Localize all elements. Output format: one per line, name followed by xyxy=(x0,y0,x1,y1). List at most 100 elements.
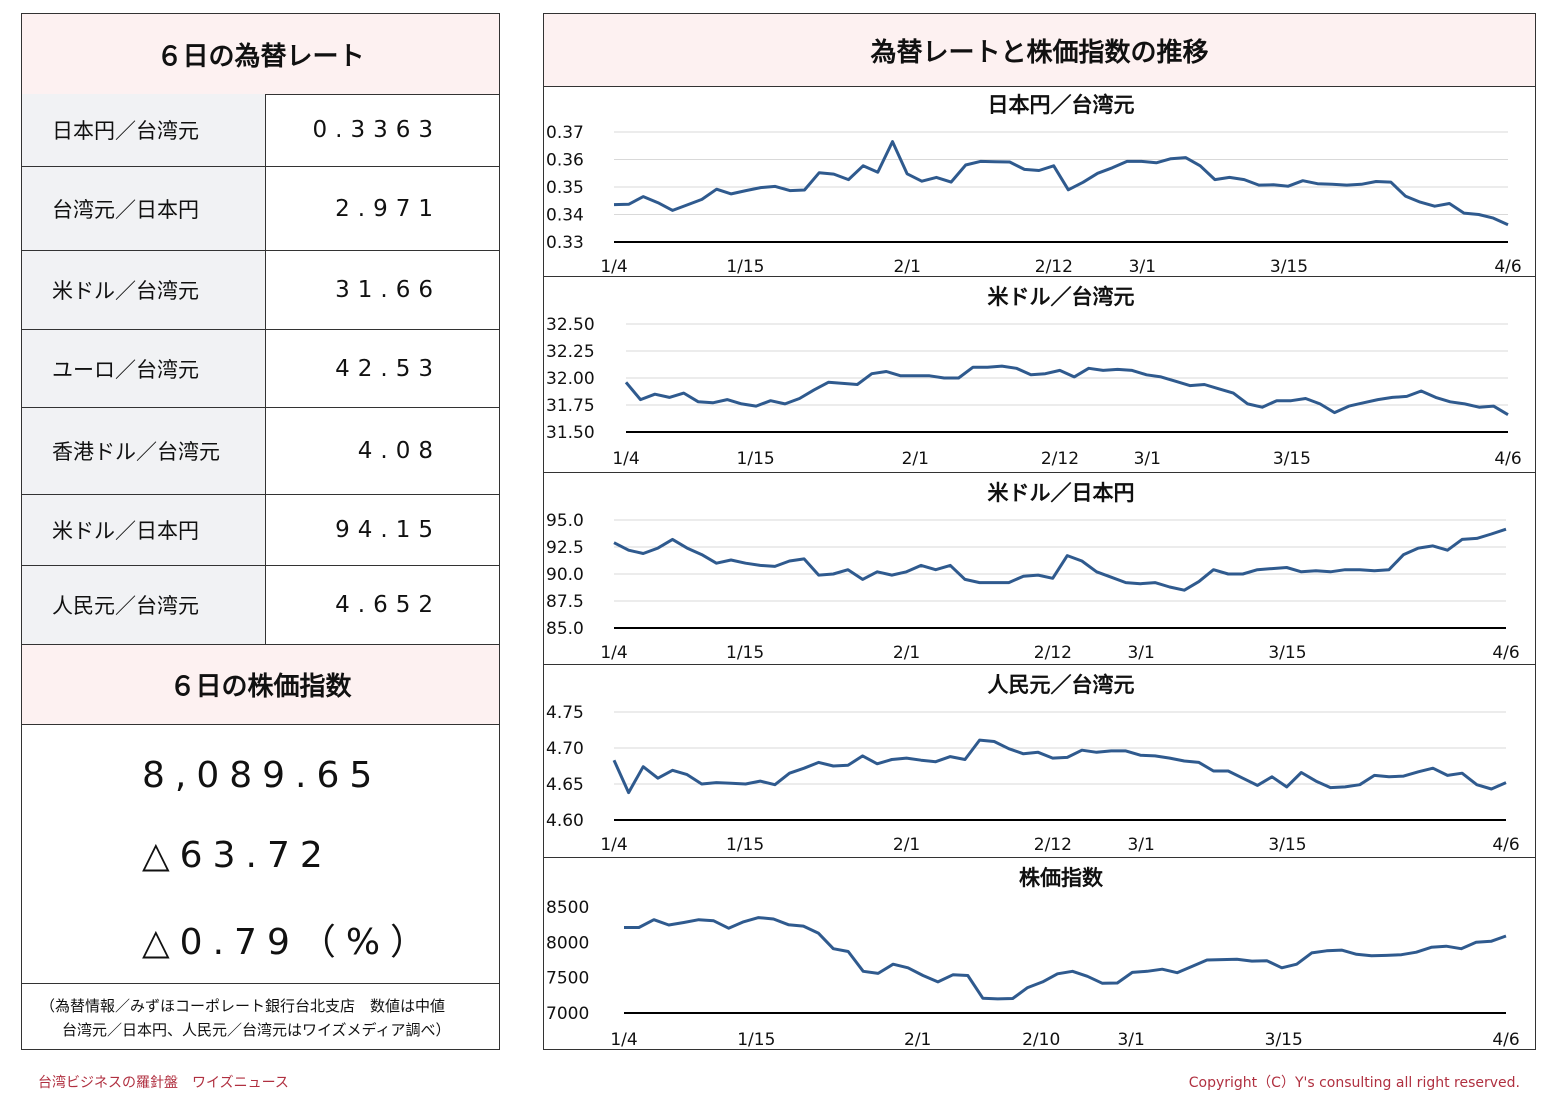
rate-row: ユーロ／台湾元 42.53 xyxy=(22,330,499,408)
x-tick-label: 1/15 xyxy=(726,257,764,276)
series-line xyxy=(613,140,1509,227)
chart-title: 米ドル／日本円 xyxy=(988,481,1135,505)
footer-brand: 台湾ビジネスの羅針盤 ワイズニュース xyxy=(38,1075,289,1091)
x-tick-label: 3/15 xyxy=(1268,643,1306,663)
rate-row: 米ドル／台湾元 31.66 xyxy=(22,251,499,330)
x-tick-label: 2/12 xyxy=(1035,257,1073,276)
y-tick-label: 0.37 xyxy=(546,123,584,143)
x-tick-label: 2/1 xyxy=(904,1030,931,1049)
rate-row: 人民元／台湾元 4.652 xyxy=(22,566,499,644)
x-tick-label: 1/4 xyxy=(610,1030,637,1049)
x-tick-label: 4/6 xyxy=(1494,449,1521,469)
x-tick-label: 2/1 xyxy=(894,257,921,276)
charts-title: 為替レートと株価指数の推移 xyxy=(544,14,1535,87)
rates-panel: ６日の為替レート 日本円／台湾元 0.3363 台湾元／日本円 2.971 米ドル／台湾… xyxy=(21,13,500,645)
source-note-line1: （為替情報／みずほコーポレート銀行台北支店 数値は中値 xyxy=(40,997,446,1015)
rate-label: 台湾元／日本円 xyxy=(22,167,266,250)
rate-value: 42.53 xyxy=(335,355,441,382)
x-tick-label: 4/6 xyxy=(1492,835,1519,855)
rate-row: 香港ドル／台湾元 4.08 xyxy=(22,408,499,495)
y-tick-label: 32.00 xyxy=(546,369,595,389)
x-tick-label: 4/6 xyxy=(1494,257,1521,276)
x-tick-label: 4/6 xyxy=(1492,1030,1519,1049)
y-tick-label: 0.34 xyxy=(546,206,584,226)
x-tick-label: 3/1 xyxy=(1127,835,1154,855)
rate-value: 0.3363 xyxy=(312,117,441,143)
source-note-line2: 台湾元／日本円、人民元／台湾元はワイズメディア調べ） xyxy=(62,1021,451,1039)
x-tick-label: 4/6 xyxy=(1492,643,1519,663)
chart-2: 米ドル／日本円 85.0 87.5 90.0 92.5 95.0 1/4 1/15 2/1 2/1… xyxy=(544,472,1535,663)
chart-title: 日本円／台湾元 xyxy=(988,93,1135,117)
index-title: ６日の株価指数 xyxy=(22,645,499,725)
index-panel: ６日の株価指数 8,089.65 △63.72 △0.79（%） （為替情報／み… xyxy=(21,644,500,1050)
rate-label: 日本円／台湾元 xyxy=(22,94,266,166)
x-tick-label: 1/4 xyxy=(600,257,627,276)
rate-label: 香港ドル／台湾元 xyxy=(22,408,266,494)
chart-4: 株価指数 7000 7500 8000 8500 1/4 1/15 2/1 2/10 3/1 3/1… xyxy=(544,857,1535,1049)
rate-value: 94.15 xyxy=(335,517,441,543)
x-tick-label: 2/12 xyxy=(1041,449,1079,469)
y-tick-label: 7500 xyxy=(546,969,589,989)
x-tick-label: 2/1 xyxy=(893,643,920,663)
x-tick-label: 1/15 xyxy=(737,449,775,469)
chart-3: 人民元／台湾元 4.60 4.65 4.70 4.75 1/4 1/15 2/1 2/12 3/1… xyxy=(544,664,1535,855)
x-tick-label: 1/4 xyxy=(600,643,627,663)
index-change: △63.72 xyxy=(142,835,333,876)
x-tick-label: 3/15 xyxy=(1268,835,1306,855)
y-tick-label: 8000 xyxy=(546,933,589,953)
y-tick-label: 4.70 xyxy=(546,739,584,759)
series-line xyxy=(624,364,1509,416)
y-tick-label: 92.5 xyxy=(546,538,584,558)
x-tick-label: 2/12 xyxy=(1034,835,1072,855)
x-tick-label: 2/10 xyxy=(1022,1030,1060,1049)
x-tick-label: 3/1 xyxy=(1117,1030,1144,1049)
y-tick-label: 8500 xyxy=(546,898,589,918)
y-tick-label: 31.50 xyxy=(546,423,595,443)
x-tick-label: 3/1 xyxy=(1134,449,1161,469)
x-tick-label: 2/1 xyxy=(893,835,920,855)
rate-value: 4.08 xyxy=(357,438,441,464)
y-tick-label: 31.75 xyxy=(546,396,595,416)
index-change-percent: △0.79（%） xyxy=(142,922,437,963)
y-tick-label: 4.75 xyxy=(546,703,584,723)
divider xyxy=(22,983,499,984)
x-tick-label: 3/1 xyxy=(1127,643,1154,663)
chart-title: 株価指数 xyxy=(1019,866,1104,890)
y-tick-label: 0.33 xyxy=(546,233,584,253)
y-tick-label: 90.0 xyxy=(546,565,584,585)
index-value: 8,089.65 xyxy=(142,755,383,796)
x-tick-label: 3/15 xyxy=(1270,257,1308,276)
y-tick-label: 0.35 xyxy=(546,178,584,198)
rate-value: 2.971 xyxy=(335,195,441,222)
rate-label: 米ドル／台湾元 xyxy=(22,251,266,329)
y-tick-label: 32.25 xyxy=(546,342,595,362)
y-tick-label: 87.5 xyxy=(546,592,584,612)
chart-title: 人民元／台湾元 xyxy=(988,673,1135,697)
chart-title: 米ドル／台湾元 xyxy=(988,285,1135,309)
rate-row: 米ドル／日本円 94.15 xyxy=(22,495,499,566)
x-tick-label: 1/4 xyxy=(600,835,627,855)
rate-label: 米ドル／日本円 xyxy=(22,495,266,565)
chart-1: 米ドル／台湾元 31.50 31.75 32.00 32.25 32.50 1/4 1/15 2… xyxy=(544,276,1535,469)
y-tick-label: 32.50 xyxy=(546,315,595,335)
y-tick-label: 95.0 xyxy=(546,511,584,531)
series-line xyxy=(624,916,1507,1001)
series-line xyxy=(613,527,1507,592)
y-tick-label: 0.36 xyxy=(546,151,584,171)
x-tick-label: 3/15 xyxy=(1265,1030,1303,1049)
x-tick-label: 1/15 xyxy=(726,835,764,855)
x-tick-label: 2/12 xyxy=(1034,643,1072,663)
x-tick-label: 1/15 xyxy=(737,1030,775,1049)
x-tick-label: 3/15 xyxy=(1273,449,1311,469)
series-line xyxy=(612,738,1507,795)
footer-copyright: Copyright（C）Y's consulting all right res… xyxy=(1188,1075,1520,1091)
y-tick-label: 85.0 xyxy=(546,619,584,639)
chart-0: 日本円／台湾元 0.33 0.34 0.35 0.36 0.37 1/4 1/15 2/1 2/1… xyxy=(546,93,1522,276)
rate-row: 日本円／台湾元 0.3363 xyxy=(22,94,499,167)
rate-row: 台湾元／日本円 2.971 xyxy=(22,167,499,251)
x-tick-label: 3/1 xyxy=(1129,257,1156,276)
x-tick-label: 1/15 xyxy=(726,643,764,663)
y-tick-label: 7000 xyxy=(546,1004,589,1024)
x-tick-label: 2/1 xyxy=(902,449,929,469)
rate-value: 4.652 xyxy=(335,592,441,618)
